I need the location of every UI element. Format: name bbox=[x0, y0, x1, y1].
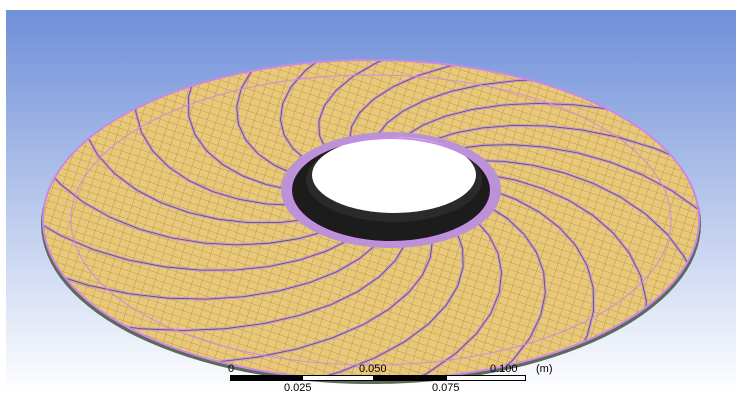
scale-bar: 0 0.050 0.100 (m) 0.025 0.075 bbox=[228, 363, 558, 393]
scale-label-0: 0 bbox=[228, 363, 234, 375]
scale-label-0050: 0.050 bbox=[359, 363, 387, 375]
scale-segment-1 bbox=[230, 375, 302, 381]
scale-segment-2 bbox=[302, 375, 374, 381]
scale-segment-4 bbox=[446, 375, 526, 381]
graphics-viewport[interactable] bbox=[6, 10, 736, 393]
mesh-view-svg[interactable] bbox=[6, 10, 736, 393]
scale-label-0075: 0.075 bbox=[432, 382, 460, 394]
scale-segment-3 bbox=[374, 375, 446, 381]
scale-unit: (m) bbox=[536, 363, 553, 375]
scale-label-0025: 0.025 bbox=[284, 382, 312, 394]
scale-label-0100: 0.100 bbox=[490, 363, 518, 375]
